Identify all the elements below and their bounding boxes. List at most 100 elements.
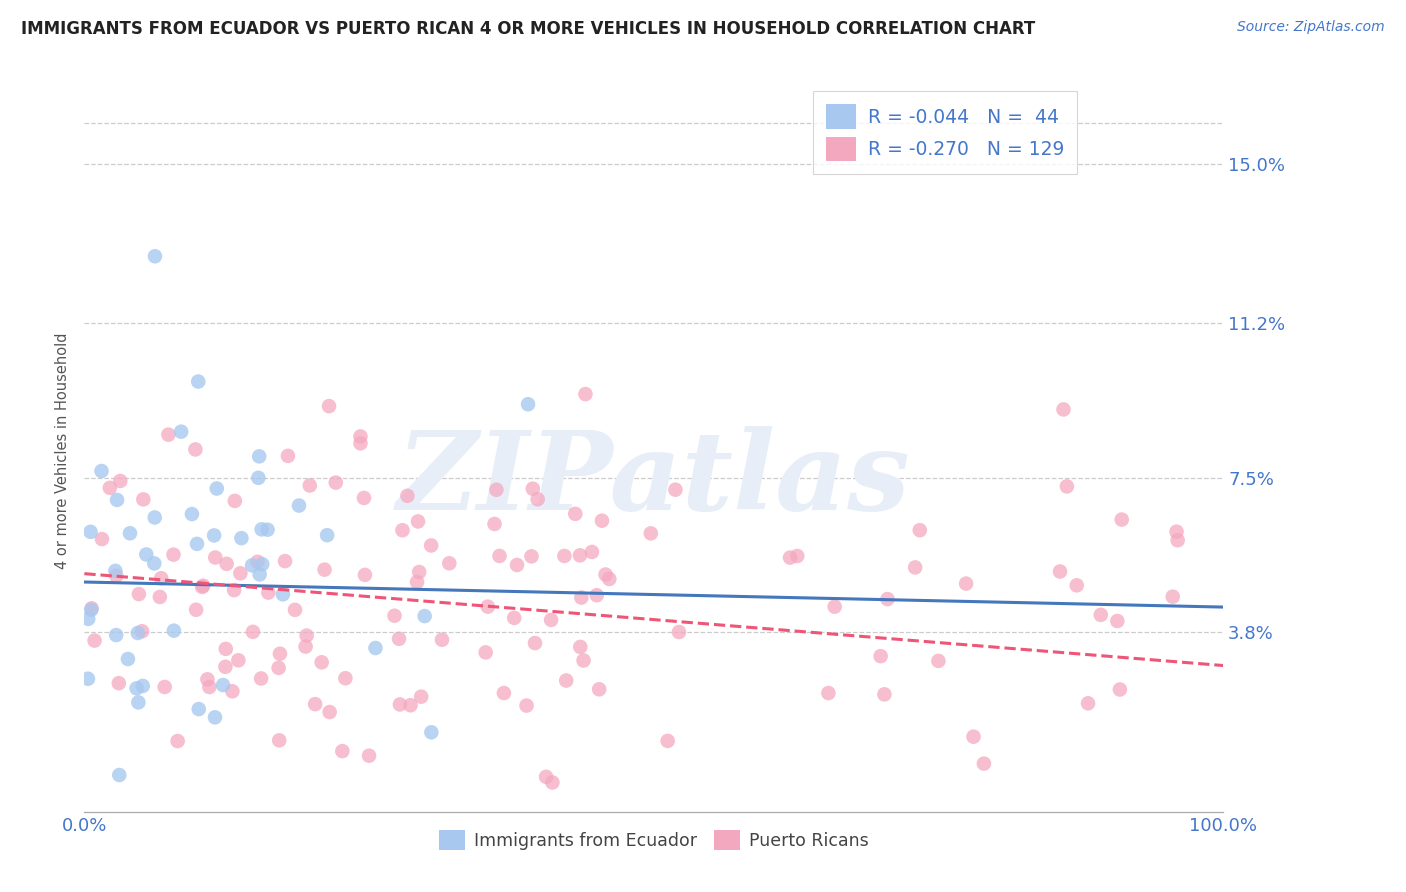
Point xyxy=(184,442,207,457)
Point xyxy=(204,550,226,565)
Text: IMMIGRANTS FROM ECUADOR VS PUERTO RICAN 4 OR MORE VEHICLES IN HOUSEHOLD CORRELAT: IMMIGRANTS FROM ECUADOR VS PUERTO RICAN … xyxy=(21,20,1035,37)
Point xyxy=(420,539,443,553)
Point xyxy=(104,564,127,578)
Point xyxy=(311,656,333,670)
Point xyxy=(876,592,898,607)
Point xyxy=(205,482,228,496)
Point xyxy=(77,672,100,686)
Point xyxy=(83,633,105,648)
Text: ZIPatlas: ZIPatlas xyxy=(396,425,911,533)
Point xyxy=(430,632,453,647)
Point xyxy=(242,624,264,639)
Point xyxy=(269,733,291,747)
Point xyxy=(657,734,679,748)
Point xyxy=(406,575,429,590)
Point xyxy=(553,549,575,563)
Point xyxy=(108,676,131,690)
Point xyxy=(186,537,208,551)
Point xyxy=(215,557,238,571)
Point xyxy=(384,608,406,623)
Point xyxy=(927,654,949,668)
Text: Source: ZipAtlas.com: Source: ZipAtlas.com xyxy=(1237,20,1385,34)
Point xyxy=(515,698,537,713)
Point xyxy=(420,725,443,739)
Point xyxy=(564,507,586,521)
Point xyxy=(150,571,173,585)
Point xyxy=(162,548,184,562)
Legend: Immigrants from Ecuador, Puerto Ricans: Immigrants from Ecuador, Puerto Ricans xyxy=(432,823,876,857)
Point xyxy=(1077,696,1099,710)
Point xyxy=(198,680,221,694)
Point xyxy=(132,679,155,693)
Point xyxy=(80,601,103,615)
Point xyxy=(391,523,413,537)
Point xyxy=(668,625,690,640)
Point xyxy=(588,682,610,697)
Point xyxy=(904,560,927,574)
Point xyxy=(955,576,977,591)
Point xyxy=(91,532,114,546)
Point xyxy=(388,698,411,712)
Point xyxy=(908,523,931,537)
Point xyxy=(187,702,209,716)
Point xyxy=(357,748,380,763)
Point xyxy=(90,464,112,478)
Point xyxy=(318,705,340,719)
Point xyxy=(484,516,506,531)
Point xyxy=(485,483,508,497)
Point xyxy=(143,557,166,571)
Point xyxy=(131,624,153,639)
Point xyxy=(574,387,596,401)
Point xyxy=(249,567,271,582)
Point xyxy=(353,491,375,505)
Point xyxy=(786,549,808,563)
Point xyxy=(170,425,193,439)
Point xyxy=(354,567,377,582)
Point xyxy=(304,697,326,711)
Point xyxy=(153,680,176,694)
Point xyxy=(555,673,578,688)
Point xyxy=(406,515,429,529)
Point xyxy=(568,549,591,563)
Point xyxy=(166,734,188,748)
Point xyxy=(267,661,290,675)
Point xyxy=(247,471,270,485)
Point xyxy=(224,494,246,508)
Point xyxy=(318,399,340,413)
Point xyxy=(824,599,846,614)
Point xyxy=(572,653,595,667)
Point xyxy=(522,482,544,496)
Point xyxy=(110,474,132,488)
Point xyxy=(349,429,371,443)
Point xyxy=(595,567,617,582)
Point xyxy=(399,698,422,713)
Point xyxy=(117,652,139,666)
Point xyxy=(298,478,321,492)
Point xyxy=(488,549,510,563)
Point xyxy=(873,687,896,701)
Point xyxy=(252,557,274,571)
Point xyxy=(962,730,984,744)
Point xyxy=(157,427,180,442)
Point xyxy=(325,475,347,490)
Point xyxy=(506,558,529,572)
Point xyxy=(295,629,318,643)
Point xyxy=(108,768,131,782)
Point xyxy=(1066,578,1088,592)
Point xyxy=(585,588,607,602)
Point xyxy=(105,568,128,582)
Point xyxy=(288,499,311,513)
Point xyxy=(1056,479,1078,493)
Point xyxy=(215,641,238,656)
Point xyxy=(1049,565,1071,579)
Point xyxy=(231,531,253,545)
Point xyxy=(581,545,603,559)
Point xyxy=(184,603,207,617)
Point xyxy=(250,522,273,536)
Point xyxy=(197,673,219,687)
Point xyxy=(364,640,387,655)
Point xyxy=(181,507,204,521)
Point xyxy=(388,632,411,646)
Point xyxy=(869,649,891,664)
Point xyxy=(247,450,270,464)
